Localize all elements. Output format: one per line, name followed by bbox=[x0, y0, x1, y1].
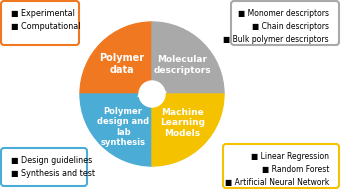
Text: Polymer
design and
lab
synthesis: Polymer design and lab synthesis bbox=[97, 107, 149, 147]
FancyBboxPatch shape bbox=[223, 144, 339, 188]
FancyBboxPatch shape bbox=[231, 1, 339, 45]
Wedge shape bbox=[152, 22, 224, 94]
Text: ■ Linear Regression
■ Random Forest
■ Artificial Neural Network: ■ Linear Regression ■ Random Forest ■ Ar… bbox=[225, 152, 329, 187]
Text: Machine
Learning
Models: Machine Learning Models bbox=[160, 108, 205, 138]
Text: Polymer
data: Polymer data bbox=[99, 53, 144, 74]
Text: ■ Experimental
■ Computational: ■ Experimental ■ Computational bbox=[11, 9, 80, 31]
FancyBboxPatch shape bbox=[1, 148, 87, 186]
FancyBboxPatch shape bbox=[1, 1, 79, 45]
Wedge shape bbox=[80, 94, 152, 166]
Text: ■ Monomer descriptors
■ Chain descriptors
■ Bulk polymer descriptors: ■ Monomer descriptors ■ Chain descriptor… bbox=[223, 9, 329, 44]
Wedge shape bbox=[80, 22, 152, 94]
Circle shape bbox=[139, 81, 165, 107]
Text: ■ Design guidelines
■ Synthesis and test: ■ Design guidelines ■ Synthesis and test bbox=[11, 156, 95, 178]
Text: Molecular
descriptors: Molecular descriptors bbox=[153, 56, 211, 75]
Wedge shape bbox=[152, 94, 224, 166]
